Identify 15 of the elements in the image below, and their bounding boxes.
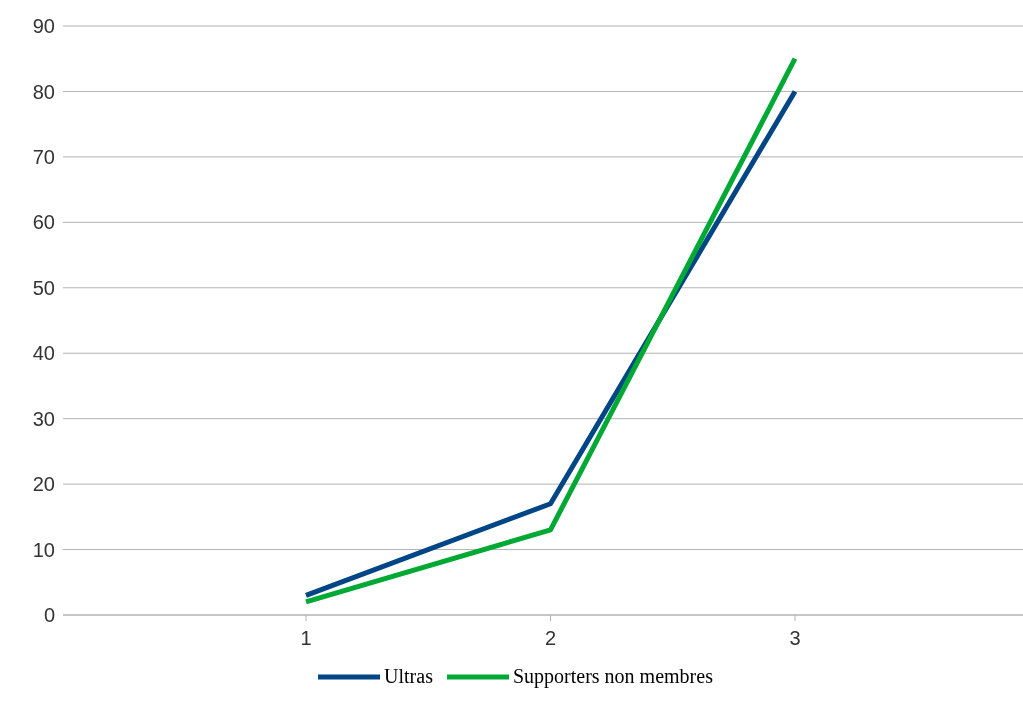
y-tick-label: 90 (32, 15, 55, 38)
y-tick-label: 20 (32, 473, 55, 496)
x-tick-label: 2 (544, 627, 557, 650)
y-tick-label: 40 (32, 342, 55, 365)
y-tick-label: 80 (32, 80, 55, 103)
y-tick-label: 10 (32, 538, 55, 561)
y-tick-label: 50 (32, 276, 55, 299)
y-tick-label: 30 (32, 407, 55, 430)
legend-label: Ultras (384, 665, 433, 688)
y-tick-label: 0 (43, 604, 55, 627)
y-tick-label: 60 (32, 211, 55, 234)
y-tick-label: 70 (32, 145, 55, 168)
x-tick-label: 1 (300, 627, 312, 650)
x-tick-label: 3 (789, 627, 801, 650)
legend-label: Supporters non membres (512, 665, 713, 688)
